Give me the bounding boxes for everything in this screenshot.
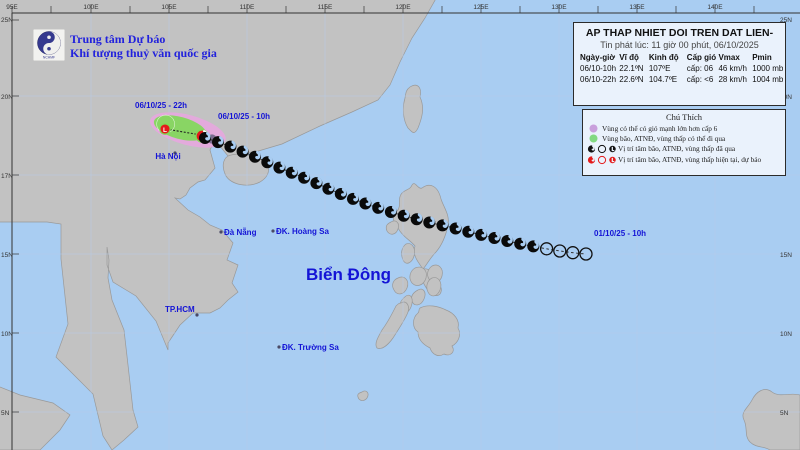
svg-text:L: L <box>163 127 167 134</box>
svg-text:NCHMF: NCHMF <box>43 56 55 60</box>
